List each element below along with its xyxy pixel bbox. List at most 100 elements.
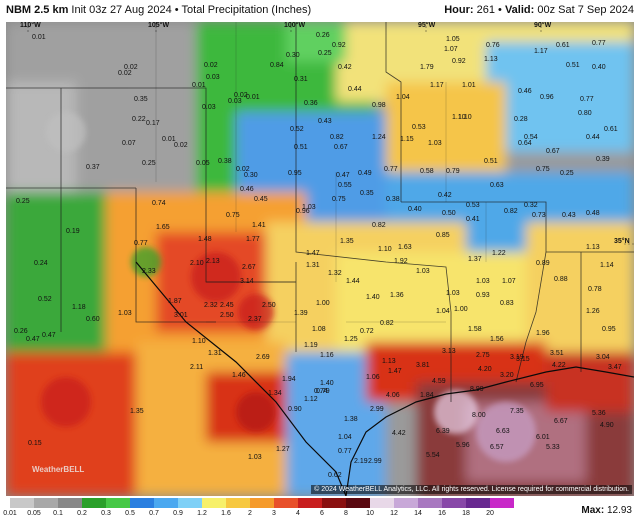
precip-value: 0.60 xyxy=(86,316,100,323)
precip-value: 1.96 xyxy=(536,330,550,337)
hour-value: 261 xyxy=(476,4,495,16)
precip-value: 0.30 xyxy=(286,52,300,59)
precip-value: 0.77 xyxy=(592,40,606,47)
precip-value: 0.17 xyxy=(146,120,160,127)
precip-value: 0.77 xyxy=(580,96,594,103)
colorbar-tick-label: 12 xyxy=(390,510,398,517)
precip-value: 1.00 xyxy=(454,306,468,313)
precip-value: 0.02 xyxy=(204,62,218,69)
precip-value: 0.51 xyxy=(566,62,580,69)
lon-label-95w: 95°W xyxy=(418,22,436,29)
max-value-box: Max: 12.93 xyxy=(581,505,632,516)
precip-value: 0.61 xyxy=(604,126,618,133)
precip-value: 0.84 xyxy=(270,62,284,69)
precip-value: 1.04 xyxy=(396,94,410,101)
precip-value: 0.37 xyxy=(86,164,100,171)
precip-value: 0.25 xyxy=(560,170,574,177)
precip-value: 6.57 xyxy=(490,444,504,451)
precip-value: 2.69 xyxy=(256,354,270,361)
colorbar-swatch xyxy=(178,498,202,508)
colorbar-swatch xyxy=(58,498,82,508)
precip-value: 0.49 xyxy=(358,170,372,177)
precip-value: 1.16 xyxy=(320,352,334,359)
precip-value: 0.03 xyxy=(206,74,220,81)
precip-value: 2.13 xyxy=(206,258,220,265)
precip-value: 0.40 xyxy=(592,64,606,71)
precip-value: 1.03 xyxy=(476,278,490,285)
precip-value: 1.35 xyxy=(340,238,354,245)
product-name: Total Precipitation (Inches) xyxy=(181,4,312,16)
precip-value: 1.36 xyxy=(390,292,404,299)
precip-value: 2.50 xyxy=(220,312,234,319)
precip-value: 0.75 xyxy=(226,212,240,219)
precip-value: 1.13 xyxy=(484,56,498,63)
precip-value: 3.04 xyxy=(596,354,610,361)
precip-value: 4.06 xyxy=(386,392,400,399)
precip-value: 4.90 xyxy=(600,422,614,429)
precip-value: 1.19 xyxy=(304,342,318,349)
precip-value: 1.56 xyxy=(490,336,504,343)
precip-value: 1.34 xyxy=(268,390,282,397)
precip-value: 7.35 xyxy=(510,408,524,415)
precip-value: 0.02 xyxy=(118,70,132,77)
precip-value: 1.37 xyxy=(468,256,482,263)
precip-value: 0.98 xyxy=(372,102,386,109)
precip-value: 3.81 xyxy=(416,362,430,369)
precip-value: 1.41 xyxy=(252,222,266,229)
precip-value: 3.14 xyxy=(240,278,254,285)
precip-value: 0.92 xyxy=(452,58,466,65)
precip-value: 1.03 xyxy=(248,454,262,461)
precip-value: 1.18 xyxy=(72,304,86,311)
precip-value: 0.82 xyxy=(372,222,386,229)
precip-value: 1.24 xyxy=(372,134,386,141)
colorbar-tick-label: 1.6 xyxy=(221,510,231,517)
precip-value: 0.75 xyxy=(332,196,346,203)
precip-value: 0.53 xyxy=(412,124,426,131)
precip-value: 0.02 xyxy=(124,64,138,71)
colorbar-swatch xyxy=(106,498,130,508)
precip-value: 0.38 xyxy=(386,196,400,203)
precip-value: 6.63 xyxy=(496,428,510,435)
precip-value: 0.50 xyxy=(442,210,456,217)
precip-value: 1.47 xyxy=(388,368,402,375)
precip-value: 2.45 xyxy=(220,302,234,309)
precip-value: 0.02 xyxy=(234,92,248,99)
precip-value: 1.13 xyxy=(382,358,396,365)
precip-value: 1.06 xyxy=(366,374,380,381)
precip-value: 0.77 xyxy=(338,448,352,455)
precip-value: 1.38 xyxy=(344,416,358,423)
precip-value: 5.36 xyxy=(592,410,606,417)
precip-value: 0.67 xyxy=(546,148,560,155)
precip-value: 0.73 xyxy=(532,212,546,219)
colorbar-swatch xyxy=(154,498,178,508)
header-left: NBM 2.5 km Init 03z 27 Aug 2024 • Total … xyxy=(6,4,311,16)
precip-value: 0.92 xyxy=(332,42,346,49)
colorbar-tick-label: 1.2 xyxy=(197,510,207,517)
precip-value: 0.64 xyxy=(518,140,532,147)
precip-value: 0.63 xyxy=(490,182,504,189)
precip-value: 0.90 xyxy=(288,406,302,413)
precip-value: 0.43 xyxy=(562,212,576,219)
precip-value: 0.79 xyxy=(316,388,330,395)
lon-label-110w: 110°W xyxy=(20,22,41,29)
precip-value: 0.78 xyxy=(588,286,602,293)
precip-value: 0.44 xyxy=(348,86,362,93)
precip-value: 4.42 xyxy=(392,430,406,437)
precip-value: 2.75 xyxy=(476,352,490,359)
precip-value: 1.26 xyxy=(586,308,600,315)
precip-value: 1.47 xyxy=(306,250,320,257)
precipitation-map: 110°W 105°W 100°W 95°W 90°W 35°N 0.01 0.… xyxy=(6,22,634,496)
colorbar-swatch xyxy=(466,498,490,508)
precip-value: 0.47 xyxy=(42,332,56,339)
precip-value: 1.01 xyxy=(462,82,476,89)
precip-value: 2.50 xyxy=(262,302,276,309)
colorbar-tick-label: 4 xyxy=(296,510,300,517)
precip-value: 0.52 xyxy=(290,126,304,133)
precip-value: 0.15 xyxy=(28,440,42,447)
precip-value: 0.05 xyxy=(196,160,210,167)
precip-value: 0.19 xyxy=(66,228,80,235)
coastline xyxy=(135,261,634,496)
precip-value: 0.74 xyxy=(152,200,166,207)
precip-value: 0.31 xyxy=(294,76,308,83)
precip-value: 0.76 xyxy=(486,42,500,49)
